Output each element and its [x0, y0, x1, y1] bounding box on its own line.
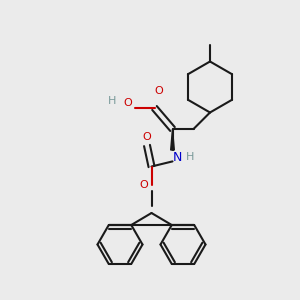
Text: O: O	[142, 131, 152, 142]
Text: O: O	[154, 85, 164, 96]
Text: O: O	[140, 179, 148, 190]
Text: H: H	[108, 96, 117, 106]
Text: H: H	[186, 152, 195, 163]
Polygon shape	[171, 129, 174, 150]
Text: O: O	[123, 98, 132, 109]
Text: N: N	[172, 151, 182, 164]
